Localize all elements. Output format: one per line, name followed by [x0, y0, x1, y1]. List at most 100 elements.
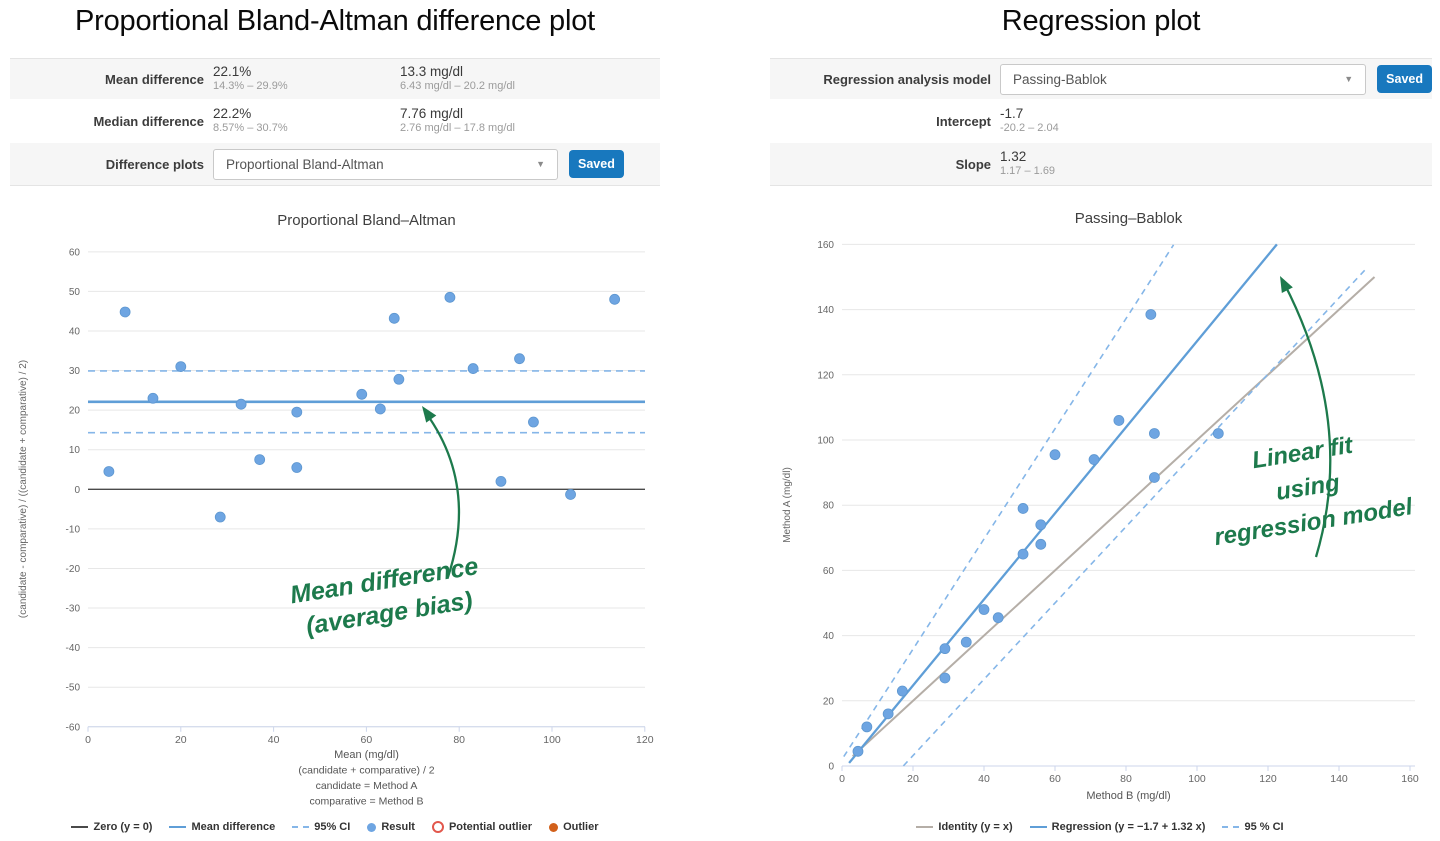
- legend-item[interactable]: Regression (y = −1.7 + 1.32 x): [1029, 821, 1205, 833]
- svg-text:10: 10: [69, 445, 81, 456]
- legend-dot-icon: [367, 822, 377, 832]
- svg-text:Passing–Bablok: Passing–Bablok: [1075, 210, 1183, 227]
- result-point[interactable]: [214, 511, 226, 523]
- difference-plot-select[interactable]: Proportional Bland-Altman ▼: [213, 148, 558, 180]
- mean-difference-abs: 13.3 mg/dl: [400, 64, 464, 80]
- result-point[interactable]: [1049, 449, 1061, 461]
- result-point[interactable]: [960, 636, 972, 648]
- result-point[interactable]: [565, 489, 576, 500]
- result-point[interactable]: [896, 685, 908, 697]
- svg-text:0: 0: [85, 734, 91, 746]
- result-point[interactable]: [1017, 548, 1029, 560]
- result-point[interactable]: [388, 312, 400, 324]
- svg-text:-60: -60: [66, 722, 81, 733]
- svg-text:Method A (mg/dl): Method A (mg/dl): [782, 467, 793, 543]
- result-point[interactable]: [939, 643, 951, 655]
- result-point[interactable]: [1145, 309, 1157, 320]
- result-point[interactable]: [103, 466, 115, 477]
- legend-item[interactable]: Result: [367, 821, 415, 833]
- result-point[interactable]: [514, 353, 525, 365]
- result-point[interactable]: [495, 475, 507, 487]
- result-point[interactable]: [147, 392, 159, 404]
- result-point[interactable]: [528, 416, 539, 428]
- legend-item[interactable]: Identity (y = x): [916, 821, 1013, 833]
- legend-item[interactable]: Mean difference: [169, 821, 275, 833]
- result-point[interactable]: [119, 306, 131, 318]
- result-point[interactable]: [467, 363, 479, 374]
- result-point[interactable]: [992, 612, 1004, 624]
- svg-text:80: 80: [1120, 773, 1132, 785]
- result-point[interactable]: [356, 388, 368, 400]
- legend-ring-icon: [431, 821, 444, 833]
- svg-text:120: 120: [1259, 773, 1277, 785]
- table-row: Median difference 22.2% 8.57% – 30.7% 7.…: [10, 101, 660, 143]
- result-point[interactable]: [175, 361, 187, 373]
- intercept-ci: -20.2 – 2.04: [1000, 122, 1059, 135]
- result-point[interactable]: [1017, 503, 1029, 514]
- result-point[interactable]: [374, 403, 386, 415]
- result-point[interactable]: [939, 672, 951, 684]
- svg-text:0: 0: [74, 485, 80, 496]
- result-point[interactable]: [1148, 472, 1160, 483]
- legend-label: Result: [381, 821, 415, 833]
- mean-difference-pct: 22.1%: [213, 64, 252, 80]
- result-point[interactable]: [1113, 415, 1125, 426]
- legend-dot-icon: [549, 822, 559, 832]
- result-point[interactable]: [978, 604, 990, 615]
- chevron-down-icon: ▼: [536, 158, 545, 169]
- svg-text:(candidate - comparative) / ((: (candidate - comparative) / ((candidate …: [18, 360, 29, 618]
- result-point[interactable]: [444, 291, 456, 303]
- save-difference-plot-button[interactable]: Saved: [569, 150, 624, 178]
- legend-label: Zero (y = 0): [93, 821, 153, 833]
- svg-text:comparative = Method B: comparative = Method B: [309, 796, 423, 808]
- legend-item[interactable]: Outlier: [549, 821, 599, 833]
- result-point[interactable]: [235, 398, 247, 410]
- table-row: Regression analysis model Passing-Bablok…: [770, 59, 1432, 101]
- annotation-arrow-curve: [425, 412, 461, 578]
- result-point[interactable]: [291, 406, 303, 418]
- svg-text:140: 140: [817, 305, 834, 316]
- svg-text:-20: -20: [66, 564, 81, 575]
- table-row: Mean difference 22.1% 14.3% – 29.9% 13.3…: [10, 59, 660, 101]
- svg-text:20: 20: [823, 696, 835, 707]
- legend-item[interactable]: 95 % CI: [1222, 821, 1284, 833]
- svg-text:Linear fit: Linear fit: [1250, 432, 1355, 475]
- svg-text:60: 60: [1049, 773, 1061, 785]
- regression-model-select[interactable]: Passing-Bablok ▼: [1000, 63, 1367, 95]
- result-point[interactable]: [852, 745, 864, 757]
- legend-line-icon: [169, 826, 187, 828]
- save-regression-model-button[interactable]: Saved: [1377, 65, 1432, 93]
- regression-stats-table: Regression analysis model Passing-Bablok…: [770, 58, 1432, 186]
- result-point[interactable]: [609, 293, 621, 305]
- legend-dash-icon: [1222, 826, 1240, 828]
- result-point[interactable]: [291, 462, 303, 473]
- svg-text:0: 0: [839, 773, 845, 785]
- bland-altman-legend: Zero (y = 0) Mean difference 95% CI Result P…: [10, 821, 660, 833]
- identity-line: [851, 276, 1376, 757]
- svg-text:120: 120: [636, 734, 654, 746]
- result-point[interactable]: [393, 373, 405, 385]
- result-point[interactable]: [861, 721, 873, 733]
- annotation-arrow-curve: [1282, 282, 1332, 558]
- svg-text:-30: -30: [66, 604, 81, 615]
- slope-value: 1.32: [1000, 149, 1027, 165]
- svg-text:140: 140: [1330, 773, 1348, 785]
- result-point[interactable]: [1148, 428, 1160, 439]
- chevron-down-icon: ▼: [1344, 73, 1354, 84]
- result-point[interactable]: [1212, 428, 1224, 439]
- svg-text:20: 20: [69, 406, 81, 417]
- svg-text:0: 0: [828, 762, 834, 773]
- result-point[interactable]: [1035, 538, 1047, 550]
- result-point[interactable]: [1035, 519, 1047, 531]
- svg-text:-40: -40: [66, 643, 81, 654]
- legend-item[interactable]: Potential outlier: [431, 821, 532, 833]
- ci-upper-line: [843, 244, 1175, 758]
- legend-item[interactable]: 95% CI: [292, 821, 350, 833]
- result-point[interactable]: [882, 708, 894, 720]
- difference-plots-label: Difference plots: [105, 156, 204, 172]
- result-point[interactable]: [1088, 454, 1100, 465]
- svg-text:Mean (mg/dl): Mean (mg/dl): [334, 749, 399, 761]
- result-point[interactable]: [254, 454, 266, 466]
- legend-item[interactable]: Zero (y = 0): [71, 821, 152, 833]
